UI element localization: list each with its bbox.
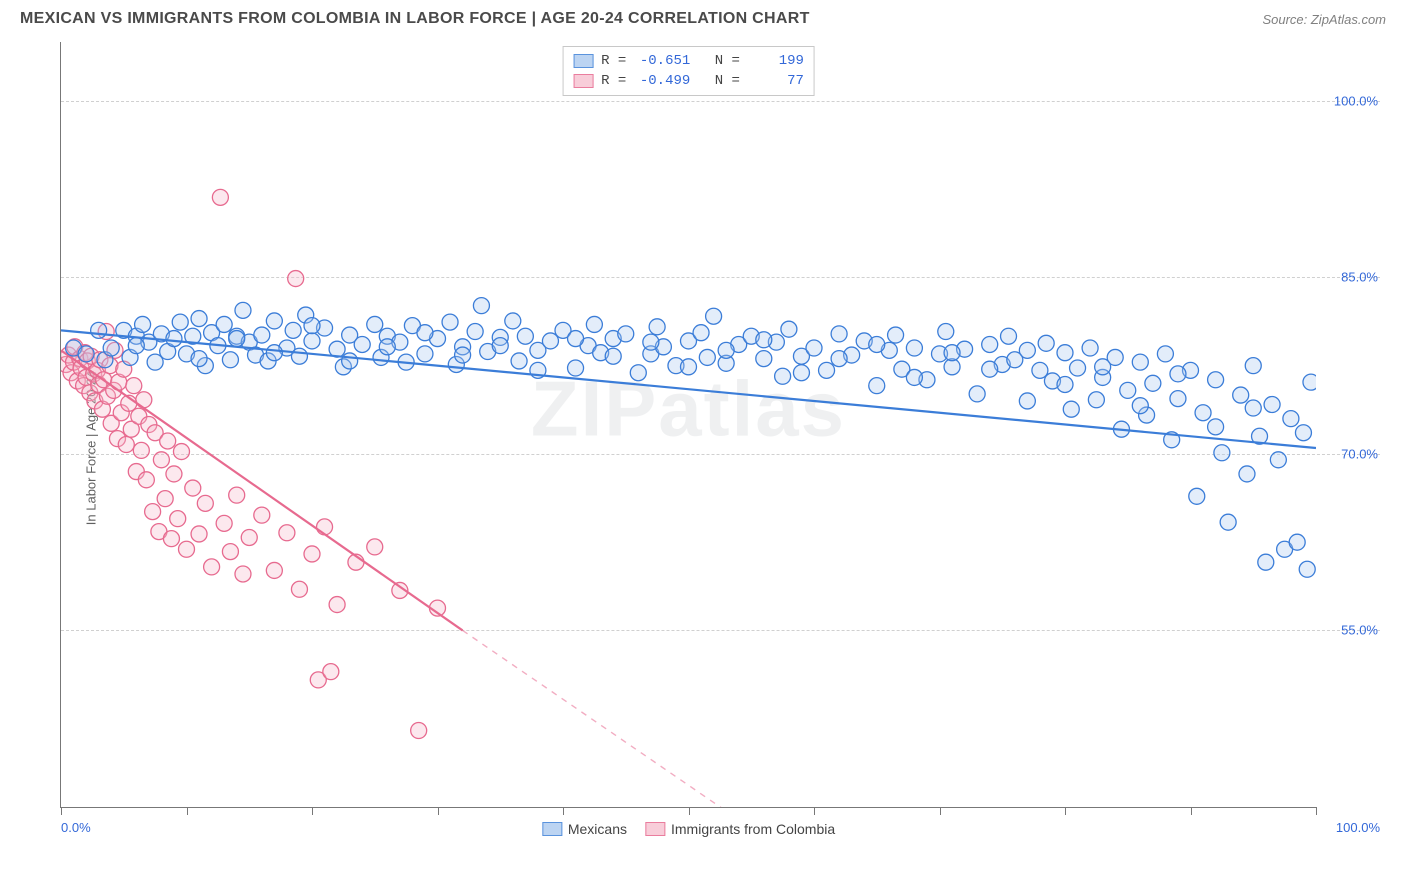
r-label: R = (601, 51, 626, 71)
swatch-colombia (645, 822, 665, 836)
swatch-mexicans (573, 54, 593, 68)
n-label: N = (715, 71, 740, 91)
y-tick-label: 70.0% (1341, 446, 1378, 461)
x-tick-label: 0.0% (61, 820, 91, 835)
y-tick-label: 100.0% (1334, 93, 1378, 108)
x-tick-label: 100.0% (1336, 820, 1380, 835)
legend-label-colombia: Immigrants from Colombia (671, 821, 835, 837)
legend-label-mexicans: Mexicans (568, 821, 627, 837)
source-label: Source: ZipAtlas.com (1262, 12, 1386, 27)
n-label: N = (715, 51, 740, 71)
stats-row-colombia: R = -0.499 N = 77 (573, 71, 804, 91)
series-legend: Mexicans Immigrants from Colombia (542, 821, 835, 837)
r-value-colombia: -0.499 (634, 71, 690, 91)
legend-item-mexicans: Mexicans (542, 821, 627, 837)
plot-area: ZIPatlas R = -0.651 N = 199 R = -0.499 N… (60, 42, 1316, 808)
n-value-colombia: 77 (748, 71, 804, 91)
chart-container: In Labor Force | Age 20-24 ZIPatlas R = … (20, 38, 1386, 858)
scatter-svg (61, 42, 1316, 807)
legend-item-colombia: Immigrants from Colombia (645, 821, 835, 837)
swatch-colombia (573, 74, 593, 88)
r-label: R = (601, 71, 626, 91)
y-tick-label: 85.0% (1341, 270, 1378, 285)
stats-legend: R = -0.651 N = 199 R = -0.499 N = 77 (562, 46, 815, 96)
chart-title: MEXICAN VS IMMIGRANTS FROM COLOMBIA IN L… (20, 10, 810, 28)
swatch-mexicans (542, 822, 562, 836)
r-value-mexicans: -0.651 (634, 51, 690, 71)
y-tick-label: 55.0% (1341, 623, 1378, 638)
stats-row-mexicans: R = -0.651 N = 199 (573, 51, 804, 71)
n-value-mexicans: 199 (748, 51, 804, 71)
